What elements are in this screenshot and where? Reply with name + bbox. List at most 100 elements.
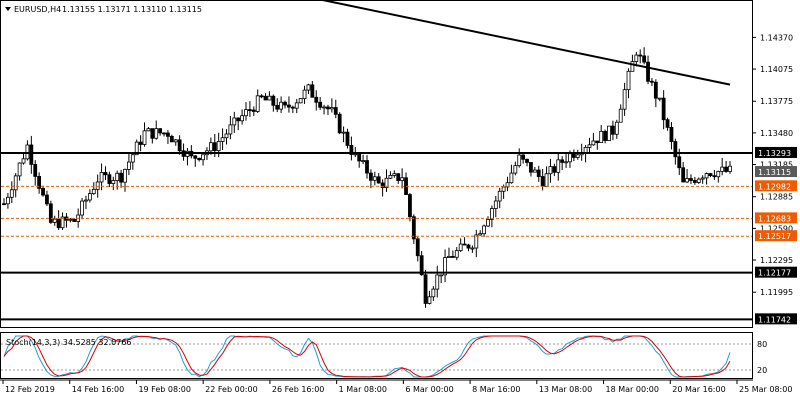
symbol-timeframe: EURUSD,H4: [14, 5, 61, 14]
candle-body: [263, 95, 268, 101]
candle-body: [493, 200, 498, 209]
ohlc-values: 1.13155 1.13171 1.13110 1.13115: [62, 5, 202, 14]
candle-body: [501, 186, 506, 192]
candle-body: [521, 154, 526, 160]
candle-body: [267, 95, 272, 101]
candle-body: [568, 153, 572, 163]
dropdown-arrow-icon[interactable]: [5, 7, 11, 11]
candle-body: [251, 109, 256, 112]
candle-body: [115, 172, 120, 181]
candle-body: [603, 130, 607, 141]
candle-body: [9, 189, 14, 198]
price-axis: 1.14370 1.14075 1.13775 1.13480 1.13185 1.128…: [752, 33, 793, 297]
candle-body: [349, 145, 354, 155]
candle-body: [216, 141, 221, 152]
candle-body: [236, 117, 241, 122]
candle-body: [638, 54, 643, 57]
candle-body: [571, 153, 576, 158]
candle-body: [548, 166, 553, 175]
candle-body: [400, 177, 405, 181]
candle-body: [33, 164, 38, 177]
candle-body: [450, 256, 455, 258]
dashed-level-badge: [755, 230, 797, 242]
price-tick-label: 1.12885: [760, 193, 793, 202]
candle-body: [556, 159, 561, 173]
candle-body: [326, 106, 330, 110]
price-tick-label: 1.11995: [760, 288, 793, 297]
price-tick-label: 1.14075: [760, 65, 793, 74]
candle-body: [692, 180, 697, 183]
candle-body: [322, 106, 326, 109]
price-tick-label: 1.12295: [760, 256, 793, 265]
candle-body: [665, 119, 670, 128]
candle-body: [345, 131, 350, 146]
candle-body: [490, 208, 494, 220]
time-tick-label: 18 Mar 00:00: [606, 385, 659, 394]
price-badges: 1.132931.121771.117421.129821.126831.125…: [755, 146, 797, 325]
dashed-level-label: 1.12982: [758, 182, 791, 191]
price-tick-label: 1.13775: [760, 97, 793, 106]
candles-layer: [2, 47, 732, 308]
candle-body: [310, 84, 315, 98]
time-tick-label: 13 Mar 08:00: [539, 385, 592, 394]
candle-body: [478, 233, 483, 236]
candle-body: [220, 137, 225, 142]
candle-body: [685, 178, 689, 183]
candle-body: [591, 140, 596, 146]
candle-body: [392, 173, 397, 176]
candle-body: [365, 160, 369, 174]
candle-body: [13, 175, 18, 191]
candle-body: [431, 288, 436, 298]
level-label: 1.11742: [758, 315, 791, 324]
candle-body: [681, 167, 686, 183]
candle-body: [380, 182, 385, 188]
level-badge: [755, 146, 797, 158]
candle-body: [443, 257, 447, 276]
candle-body: [248, 109, 252, 112]
candle-body: [411, 216, 416, 240]
price-pane-frame: [0, 0, 753, 328]
candle-body: [529, 162, 533, 173]
level-badge: [755, 266, 797, 278]
candle-body: [224, 133, 229, 139]
candle-body: [653, 81, 658, 99]
candle-body: [290, 106, 295, 109]
candle-body: [540, 176, 545, 187]
time-tick-label: 22 Feb 00:00: [205, 385, 257, 394]
candle-body: [341, 131, 346, 134]
candle-body: [306, 84, 311, 91]
time-tick-label: 1 Mar 08:00: [339, 385, 387, 394]
candle-body: [724, 166, 728, 172]
level-badge: [755, 313, 797, 325]
candle-body: [458, 243, 463, 252]
level-label: 1.13293: [758, 149, 791, 158]
level-label: 1.12177: [758, 269, 791, 278]
trendline[interactable]: [27, 0, 731, 86]
candle-body: [669, 126, 674, 142]
candle-body: [84, 199, 88, 202]
candle-body: [607, 125, 611, 141]
candle-body: [454, 250, 459, 258]
candle-body: [536, 169, 541, 177]
candle-body: [630, 61, 635, 72]
candle-body: [505, 182, 510, 188]
candle-body: [123, 169, 127, 183]
candle-body: [60, 216, 65, 229]
price-tick-label: 1.14370: [760, 33, 793, 42]
candle-body: [166, 132, 170, 137]
candle-body: [696, 178, 701, 183]
candle-body: [259, 95, 264, 98]
candle-body: [201, 154, 205, 161]
candle-body: [650, 80, 654, 83]
candle-body: [673, 141, 678, 158]
candle-body: [87, 193, 92, 201]
candle-body: [595, 140, 600, 144]
candle-body: [626, 70, 631, 91]
dashed-level-label: 1.12517: [758, 232, 791, 241]
price-tick-label: 1.13480: [760, 129, 793, 138]
candle-body: [329, 107, 334, 110]
candle-body: [119, 172, 123, 183]
candle-body: [45, 194, 49, 205]
